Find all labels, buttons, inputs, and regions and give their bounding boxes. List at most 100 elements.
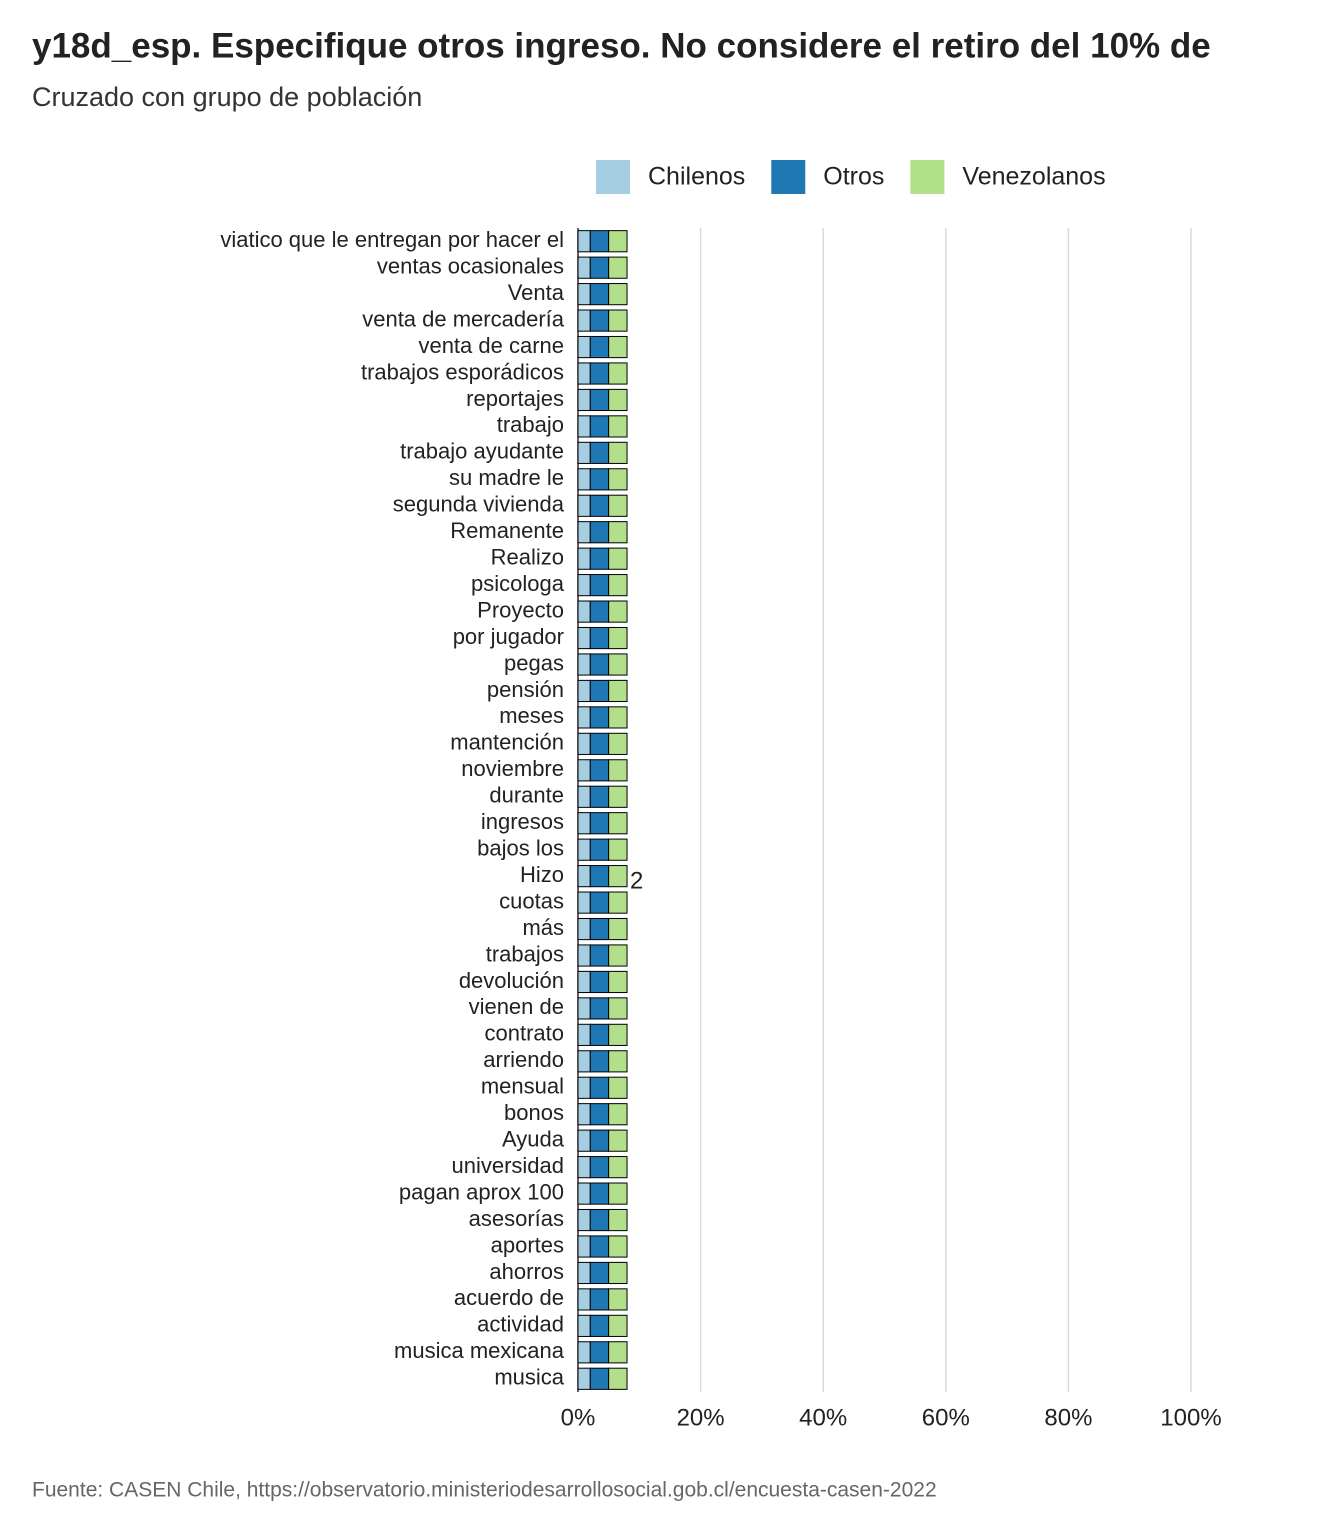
y-tick-label: durante [489, 783, 564, 808]
y-tick-label: contrato [485, 1021, 565, 1046]
bar-segment [589, 917, 610, 941]
y-tick-label: trabajos [486, 941, 564, 966]
bar-segment [608, 309, 628, 332]
bar-segment [577, 917, 591, 941]
bar-segment [577, 1076, 591, 1099]
bar-segment [608, 1023, 628, 1046]
bar-segment [608, 1103, 628, 1126]
y-tick-label: Realizo [491, 544, 564, 569]
y-tick-label: Hizo [520, 862, 564, 887]
bar-segment [577, 1023, 591, 1046]
bar-segment [589, 1103, 610, 1126]
bar-segment [589, 441, 610, 464]
x-tick-label: 100% [1160, 1404, 1221, 1431]
bar-segment [577, 309, 591, 332]
y-tick-label: pensión [487, 677, 564, 702]
y-tick-label: asesorías [469, 1206, 564, 1231]
bar-segment [608, 812, 628, 835]
bar-segment [608, 626, 628, 650]
bar-segment [589, 679, 610, 703]
y-tick-label: acuerdo de [454, 1285, 564, 1310]
bar-segment [589, 1129, 610, 1152]
bar-segment [589, 1341, 610, 1364]
bar-segment [589, 494, 610, 517]
y-tick-label: ahorros [489, 1259, 564, 1284]
y-tick-label: su madre le [449, 465, 564, 490]
y-tick-label: venta de mercadería [362, 306, 565, 331]
y-tick-label: vienen de [469, 994, 564, 1019]
bar-segment [577, 468, 591, 491]
y-tick-label: meses [499, 703, 564, 728]
bar-segment [577, 521, 591, 544]
bar-segment [577, 838, 591, 861]
x-tick-label: 0% [561, 1404, 596, 1431]
bar-segment [589, 891, 610, 914]
bar-segment [577, 1129, 591, 1152]
bar-segment [608, 1288, 628, 1311]
y-tick-label: segunda vivienda [393, 492, 565, 517]
bar-segment [608, 944, 628, 967]
bar-segment [608, 415, 628, 438]
y-tick-label: psicologa [471, 571, 565, 596]
bar-segment [589, 785, 610, 808]
y-tick-label: Remanente [450, 518, 564, 543]
y-tick-label: devolución [459, 968, 564, 993]
y-tick-label: venta de carne [418, 333, 564, 358]
bar-segment [589, 997, 610, 1020]
bar-segment [577, 759, 591, 782]
x-tick-label: 80% [1044, 1404, 1092, 1431]
bar-segment [589, 812, 610, 835]
bar-segment [608, 335, 628, 359]
bar-segment [577, 1288, 591, 1311]
bar-segment [608, 1261, 628, 1285]
y-tick-label: aportes [491, 1232, 564, 1257]
bar-segment [589, 970, 610, 994]
bar-segment [608, 706, 628, 729]
bar-segment [577, 997, 591, 1020]
legend-swatch [910, 160, 945, 194]
bar-segment [608, 679, 628, 703]
y-tick-label: musica [494, 1365, 564, 1390]
bar-segment [589, 283, 610, 306]
legend-swatch [771, 160, 806, 194]
bar-segment [577, 653, 591, 676]
bar-segment [608, 785, 628, 808]
legend-label: Chilenos [648, 163, 745, 191]
bar-segment [608, 388, 628, 412]
bar-segment [608, 759, 628, 782]
bar-segment [589, 1182, 610, 1205]
bar-segment [608, 1129, 628, 1152]
bar-segment [608, 256, 628, 279]
bar-segment [589, 309, 610, 332]
bar-segment [608, 1367, 628, 1390]
bar-segment [589, 865, 610, 888]
bar-segment [577, 335, 591, 359]
bar-segment [608, 230, 628, 253]
bar-segment [589, 335, 610, 359]
bar-segment [589, 1208, 610, 1232]
bar-segment [577, 891, 591, 914]
bar-segment [608, 1341, 628, 1364]
bar-segment [577, 1050, 591, 1073]
y-tick-label: Ayuda [502, 1126, 565, 1151]
bar-segment [577, 1182, 591, 1205]
bar-segment [608, 1235, 628, 1258]
bar-segment [589, 1076, 610, 1099]
y-tick-label: trabajo ayudante [400, 439, 564, 464]
y-tick-label: Venta [508, 280, 565, 305]
bar-segment [577, 1367, 591, 1390]
bar-segment [577, 1156, 591, 1179]
y-tick-label: más [522, 915, 564, 940]
bar-segment [608, 441, 628, 464]
bar-segment [589, 732, 610, 755]
bar-segment [577, 1261, 591, 1285]
y-tick-label: universidad [451, 1153, 564, 1178]
bar-segment [608, 362, 628, 385]
legend-label: Otros [823, 163, 884, 191]
x-tick-label: 60% [922, 1404, 970, 1431]
bar-segment [589, 1235, 610, 1258]
bar-segment [577, 283, 591, 306]
bar-segment [608, 494, 628, 517]
bar-segment [608, 1050, 628, 1073]
